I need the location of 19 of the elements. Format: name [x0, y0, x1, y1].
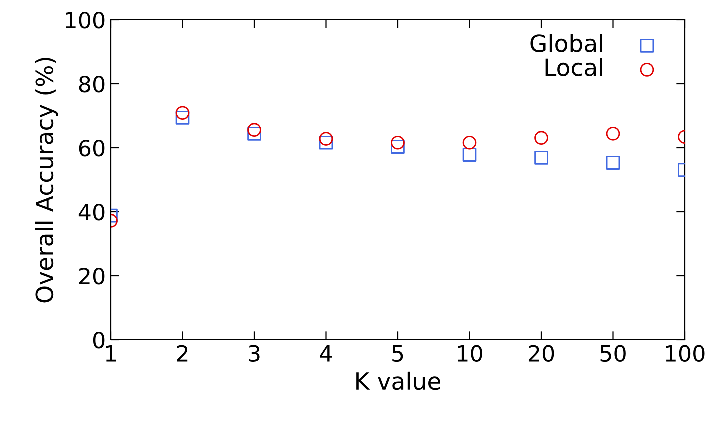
x-tick-label: 3	[249, 345, 260, 362]
y-tick-label: 0	[93, 332, 105, 349]
legend-label: Global	[530, 34, 603, 52]
x-tick-label: 2	[177, 345, 188, 362]
x-tick-label: 1	[106, 346, 116, 362]
y-axis-title: Overall Accuracy (%)	[35, 58, 58, 303]
y-tick-label: 20	[79, 268, 105, 285]
y-tick-label: 40	[78, 204, 105, 221]
y-tick-label: 80	[79, 76, 105, 93]
x-tick-label: 50	[600, 345, 626, 362]
x-tick-label: 10	[458, 345, 482, 362]
y-tick-label: 100	[66, 12, 105, 29]
x-tick-label: 5	[392, 346, 404, 362]
x-tick-label: 4	[320, 346, 332, 362]
y-tick-label: 60	[79, 140, 105, 157]
legend-label: Local	[546, 58, 603, 76]
x-tick-label: 20	[528, 345, 554, 362]
x-axis-title: K value	[356, 372, 440, 390]
x-tick-label: 100	[666, 345, 705, 362]
